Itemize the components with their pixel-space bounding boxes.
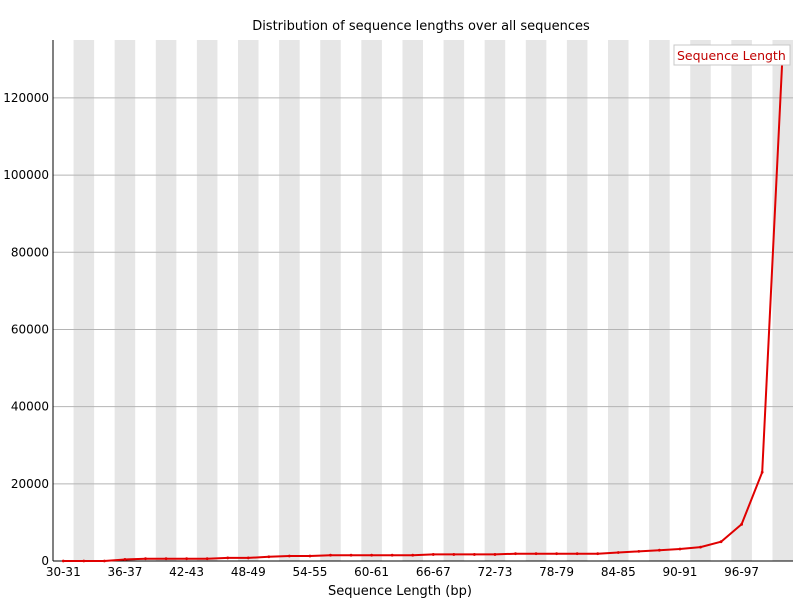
data-point-76-77 bbox=[534, 552, 538, 556]
stripe-60-61 bbox=[361, 40, 382, 561]
y-tick-label-60000: 60000 bbox=[11, 322, 49, 336]
stripe-36-37 bbox=[114, 40, 136, 561]
series-layer bbox=[61, 50, 785, 563]
data-point-96-97 bbox=[740, 522, 744, 526]
horizontal-gridlines bbox=[53, 97, 793, 485]
data-point-34-35 bbox=[102, 559, 106, 563]
stripe-80-81 bbox=[566, 40, 588, 561]
data-point-88-89 bbox=[657, 548, 661, 552]
x-axis-label: Sequence Length (bp) bbox=[328, 584, 472, 599]
data-point-46-47 bbox=[226, 556, 230, 560]
data-point-70-71 bbox=[472, 553, 476, 556]
stripe-88-89 bbox=[649, 40, 670, 561]
x-tick-label-36-37: 36-37 bbox=[108, 565, 143, 579]
y-tick-label-100000: 100000 bbox=[3, 168, 49, 182]
data-point-72-73 bbox=[493, 553, 497, 556]
series-line-0 bbox=[63, 51, 784, 562]
x-tick-label-90-91: 90-91 bbox=[663, 565, 698, 579]
y-tick-label-120000: 120000 bbox=[3, 91, 49, 105]
data-point-98-99 bbox=[760, 470, 764, 474]
x-tick-label-78-79: 78-79 bbox=[539, 565, 574, 579]
stripe-76-77 bbox=[525, 40, 547, 561]
data-point-58-59 bbox=[349, 553, 353, 557]
data-point-84-85 bbox=[616, 551, 620, 554]
legend: Sequence Length bbox=[673, 44, 791, 66]
x-tick-label-96-97: 96-97 bbox=[724, 565, 759, 579]
stripe-52-53 bbox=[279, 40, 300, 561]
stripe-56-57 bbox=[320, 40, 341, 561]
x-tick-label-60-61: 60-61 bbox=[354, 565, 389, 579]
data-point-82-83 bbox=[596, 552, 600, 556]
data-point-74-75 bbox=[514, 552, 517, 556]
data-point-90-91 bbox=[678, 547, 682, 551]
data-point-36-37 bbox=[123, 558, 127, 561]
data-point-78-79 bbox=[555, 552, 559, 556]
stripe-84-85 bbox=[608, 40, 629, 561]
data-point-48-49 bbox=[246, 556, 250, 560]
chart-title: Distribution of sequence lengths over al… bbox=[252, 19, 590, 34]
x-tick-label-54-55: 54-55 bbox=[293, 565, 328, 579]
data-point-42-43 bbox=[185, 557, 189, 561]
data-point-50-51 bbox=[267, 555, 271, 559]
data-point-52-53 bbox=[287, 554, 291, 558]
y-tick-label-0: 0 bbox=[41, 554, 49, 568]
stripe-72-73 bbox=[484, 40, 506, 561]
data-point-86-87 bbox=[637, 549, 641, 553]
data-point-62-63 bbox=[390, 553, 394, 557]
stripe-96-97 bbox=[731, 40, 752, 561]
y-tick-label-40000: 40000 bbox=[11, 400, 49, 414]
stripe-64-65 bbox=[402, 40, 423, 561]
data-point-54-55 bbox=[308, 554, 312, 558]
data-point-66-67 bbox=[431, 553, 435, 556]
y-tick-label-80000: 80000 bbox=[11, 245, 49, 259]
stripe-32-33 bbox=[73, 40, 95, 561]
stripe-40-41 bbox=[155, 40, 177, 561]
data-point-60-61 bbox=[370, 553, 374, 557]
stripe-100-101 bbox=[772, 40, 793, 561]
stripe-68-69 bbox=[443, 40, 465, 561]
stripe-92-93 bbox=[690, 40, 711, 561]
x-tick-label-42-43: 42-43 bbox=[169, 565, 204, 579]
data-point-32-33 bbox=[82, 559, 86, 563]
data-point-92-93 bbox=[699, 545, 702, 549]
data-point-56-57 bbox=[329, 553, 332, 557]
background-stripes bbox=[73, 40, 793, 561]
data-point-80-81 bbox=[575, 552, 579, 556]
legend-box bbox=[673, 44, 791, 66]
x-axis-ticks: 30-31 36-37 42-43 48-49 54-55 60-61 66-67 72-73… bbox=[46, 565, 759, 579]
x-tick-label-66-67: 66-67 bbox=[416, 565, 451, 579]
data-point-30-31 bbox=[61, 559, 65, 563]
x-tick-label-72-73: 72-73 bbox=[478, 565, 513, 579]
x-tick-label-48-49: 48-49 bbox=[231, 565, 266, 579]
legend-entry-sequence-length: Sequence Length bbox=[677, 48, 786, 63]
data-point-38-39 bbox=[144, 557, 147, 561]
data-point-40-41 bbox=[164, 557, 168, 561]
y-axis-ticks: 0 20000 40000 60000 80000 100000 120000 bbox=[3, 91, 49, 568]
data-point-94-95 bbox=[719, 540, 723, 544]
x-tick-label-84-85: 84-85 bbox=[601, 565, 636, 579]
x-tick-label-30-31: 30-31 bbox=[46, 565, 81, 579]
y-tick-label-20000: 20000 bbox=[11, 477, 49, 491]
stripe-48-49 bbox=[238, 40, 259, 561]
stripe-44-45 bbox=[196, 40, 218, 561]
data-point-68-69 bbox=[452, 553, 456, 556]
data-point-44-45 bbox=[205, 557, 209, 561]
data-point-64-65 bbox=[411, 553, 415, 557]
